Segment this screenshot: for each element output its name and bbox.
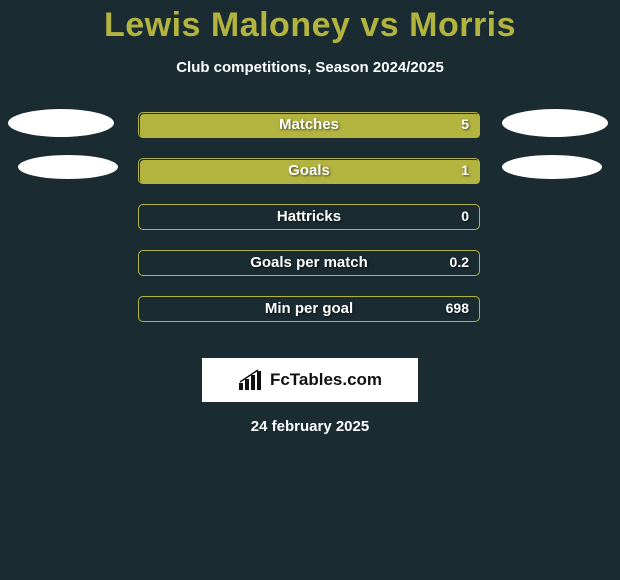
bar-track: Goals per match 0.2 xyxy=(138,250,480,276)
stats-chart: Matches 5 Goals 1 Hattricks 0 Goals per … xyxy=(0,112,620,342)
bar-value: 1 xyxy=(461,162,469,178)
player-oval-left xyxy=(8,109,114,137)
chart-bars-icon xyxy=(238,369,264,391)
stat-row: Goals per match 0.2 xyxy=(0,250,620,296)
stat-row: Min per goal 698 xyxy=(0,296,620,342)
player-oval-right xyxy=(502,109,608,137)
stat-row: Goals 1 xyxy=(0,158,620,204)
bar-value: 698 xyxy=(446,300,469,316)
bar-label: Goals per match xyxy=(139,254,479,271)
bar-track: Min per goal 698 xyxy=(138,296,480,322)
subtitle: Club competitions, Season 2024/2025 xyxy=(0,59,620,76)
stat-row: Hattricks 0 xyxy=(0,204,620,250)
bar-track: Goals 1 xyxy=(138,158,480,184)
bar-label: Hattricks xyxy=(139,208,479,225)
date-line: 24 february 2025 xyxy=(0,418,620,435)
bar-value: 0.2 xyxy=(450,254,469,270)
brand-box[interactable]: FcTables.com xyxy=(202,358,418,402)
stat-row: Matches 5 xyxy=(0,112,620,158)
page-title: Lewis Maloney vs Morris xyxy=(0,0,620,45)
bar-value: 5 xyxy=(461,116,469,132)
brand-text: FcTables.com xyxy=(270,370,382,390)
bar-label: Min per goal xyxy=(139,300,479,317)
bar-track: Hattricks 0 xyxy=(138,204,480,230)
bar-value: 0 xyxy=(461,208,469,224)
bar-track: Matches 5 xyxy=(138,112,480,138)
bar-fill xyxy=(140,160,480,184)
bar-fill xyxy=(140,114,480,138)
